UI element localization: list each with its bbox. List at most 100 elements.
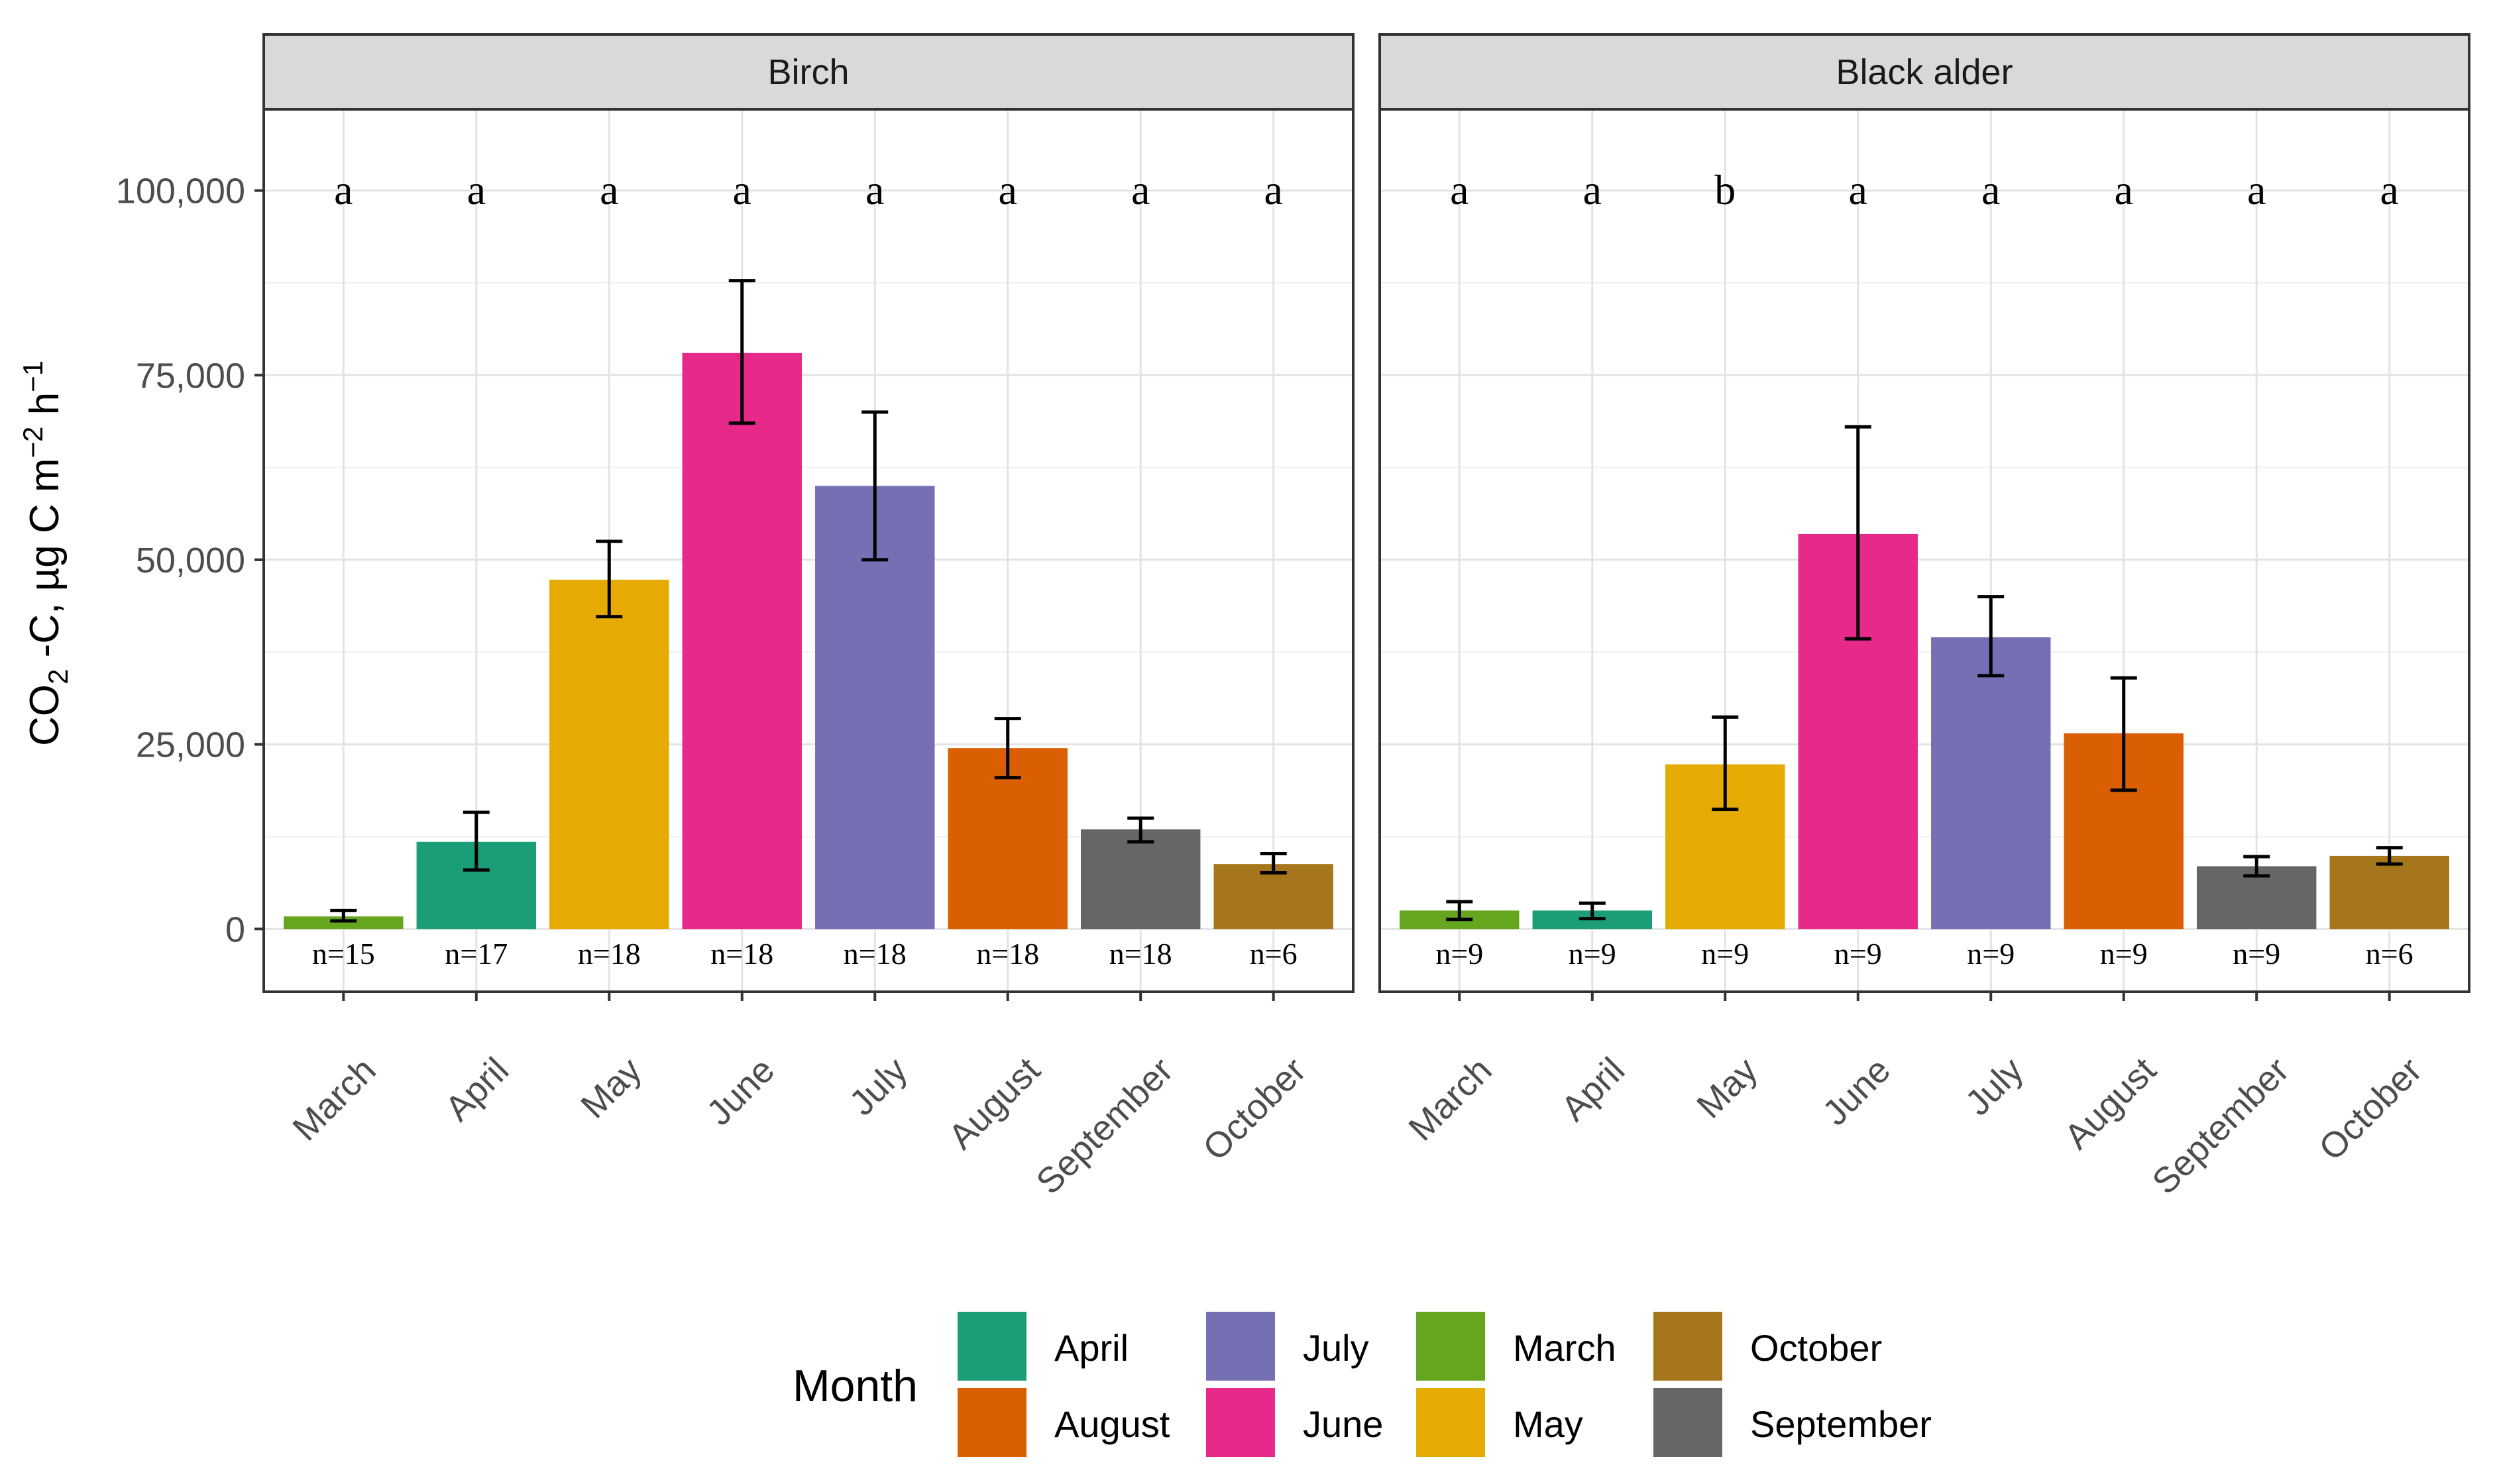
x-tick-label: September [1028,1050,1180,1202]
legend-label: August [1054,1403,1170,1445]
error-bar [1579,901,1606,921]
significance-letter: a [1131,166,1150,213]
sample-size-label: n=18 [844,937,907,971]
sample-size-label: n=18 [976,937,1039,971]
bar-may [549,580,669,929]
error-bar [1127,816,1154,844]
legend-key-may [1416,1388,1485,1457]
legend-label: June [1303,1403,1383,1445]
significance-letter: a [2247,166,2266,213]
sample-size-label: n=18 [1109,937,1172,971]
y-axis-label: CO2 -C, µg C m−2 h−1 [17,360,74,746]
significance-letter: a [2380,166,2399,213]
error-bar [728,279,755,425]
facet-strip [262,33,1355,111]
legend-label: July [1303,1327,1369,1369]
x-tick-label: August [2057,1050,2164,1157]
error-bar [2243,855,2270,878]
legend-label: May [1513,1403,1583,1445]
significance-letter: a [865,166,884,213]
y-tick-label: 100,000 [116,172,245,211]
sample-size-label: n=6 [2366,937,2413,971]
x-tick-label: May [573,1050,649,1126]
legend-key-september [1653,1388,1722,1457]
legend-title: Month [793,1361,918,1411]
error-bar [1260,852,1287,875]
legend: Month April August July June March May October… [793,1312,1932,1457]
legend-label: October [1750,1327,1882,1369]
x-tick-label: July [842,1050,914,1123]
x-tick-label: August [941,1050,1048,1157]
legend-label: September [1750,1403,1932,1445]
sample-size-label: n=17 [445,937,508,971]
sample-size-label: n=9 [1569,937,1616,971]
x-tick-label: July [1958,1050,2030,1123]
error-bar [1844,425,1871,641]
x-tick-label: April [437,1050,516,1129]
x-tick-label: October [2311,1050,2429,1168]
significance-letter: a [733,166,751,213]
significance-letter: a [999,166,1017,213]
sample-size-label: n=6 [1250,937,1298,971]
error-bar [1977,595,2005,678]
x-tick-label: March [285,1050,384,1149]
legend-key-august [958,1388,1026,1457]
legend-key-april [958,1312,1026,1381]
sample-size-label: n=9 [1701,937,1749,971]
facet-title: Birch [767,52,849,92]
bar-june [682,352,802,929]
facet-strip [1378,33,2470,111]
error-bar [596,539,623,619]
significance-letter: a [600,166,618,213]
y-tick-label: 50,000 [136,541,245,580]
y-tick-label: 0 [225,910,245,949]
error-bar [861,410,889,562]
sample-size-label: n=9 [2233,937,2280,971]
significance-letter: a [1849,166,1867,213]
significance-letter: a [2115,166,2133,213]
error-bar [330,908,357,923]
y-axis: 0 25,000 50,000 75,000 100,000 [116,172,264,949]
legend-key-october [1653,1312,1722,1381]
x-tick-label: April [1553,1050,1632,1129]
sample-size-label: n=18 [710,937,773,971]
sample-size-label: n=9 [2100,937,2148,971]
error-bar [1446,900,1473,922]
error-bar [1712,715,1739,812]
error-bar [2376,846,2403,866]
panel-black-alder: a a b a a a a a n=9 n=9 n=9 n=9 n=9 n=9 n=9 n=6 Black al… [1378,33,2470,1202]
significance-letter: b [1714,166,1736,213]
legend-key-july [1206,1312,1275,1381]
sample-size-label: n=9 [1435,937,1483,971]
significance-letter: a [1583,166,1602,213]
sample-size-label: n=9 [1967,937,2015,971]
significance-letter: a [1981,166,2000,213]
x-tick-label: March [1401,1050,1500,1149]
error-bar [463,810,490,872]
significance-letter: a [1450,166,1468,213]
x-tick-label: September [2144,1050,2296,1202]
bar-march [284,916,404,929]
y-tick-label: 25,000 [136,725,245,765]
significance-letter: a [1264,166,1283,213]
facet-title: Black alder [1836,52,2013,92]
error-bar [2110,676,2137,792]
panels: a a a a a a a a n=15 n=17 n=18 n=18 n=18 n=18 n=18 n=6 B… [262,33,2470,1202]
legend-label: April [1054,1327,1129,1369]
bar-october [2329,855,2449,929]
x-tick-label: May [1689,1050,1765,1126]
legend-key-june [1206,1388,1275,1457]
x-tick-label: October [1195,1050,1313,1168]
significance-letter: a [467,166,486,213]
sample-size-label: n=9 [1834,937,1882,971]
legend-label: March [1513,1327,1616,1369]
sample-size-label: n=15 [312,937,375,971]
plot-background [1380,109,2469,992]
panel-birch: a a a a a a a a n=15 n=17 n=18 n=18 n=18 n=18 n=18 n=6 B… [262,33,1355,1202]
x-tick-label: June [699,1050,782,1133]
bar-september [1081,829,1201,929]
significance-letter: a [334,166,353,213]
legend-key-march [1416,1312,1485,1381]
